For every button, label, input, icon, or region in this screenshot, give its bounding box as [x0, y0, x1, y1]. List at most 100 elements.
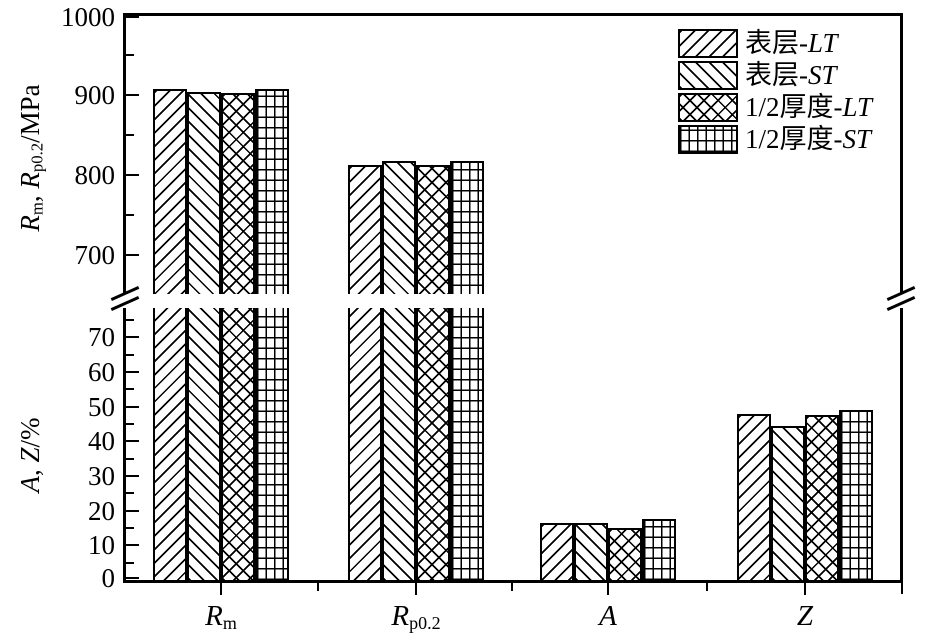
x-major-tick-Rp0.2 [415, 583, 417, 595]
category-label-text: R [205, 600, 223, 632]
y-minor-tick-mpa-750 [126, 214, 134, 216]
x-category-label-Rp0.2: Rp0.2 [316, 597, 516, 635]
bar-A-1/2厚度-LT [608, 528, 642, 582]
axis-top-line [123, 13, 903, 16]
y-minor-tick-mpa-950 [126, 54, 134, 56]
y-major-tick-mpa-1000 [126, 16, 139, 18]
label-part: /MPa [15, 84, 45, 143]
legend-swatch-diagonal-forward [678, 29, 738, 58]
bar-Rm-表层-LT [153, 89, 187, 582]
y-minor-tick-pct-55 [126, 388, 134, 391]
y-tick-label-mpa-1000: 1000 [61, 2, 115, 32]
y-major-tick-pct-60 [126, 371, 139, 374]
x-major-tick-A [607, 583, 609, 595]
legend-label-prefix: 表层- [745, 28, 808, 58]
y-major-tick-pct-20 [126, 509, 139, 512]
legend-label-prefix: 表层- [745, 60, 808, 90]
y-major-tick-pct-0 [126, 577, 139, 579]
bar-Z-表层-ST [771, 425, 805, 582]
y-tick-label-pct-30: 30 [88, 461, 115, 492]
y-major-tick-mpa-800 [126, 174, 139, 176]
y-minor-tick-pct-75 [126, 319, 134, 322]
category-label-text: A [599, 600, 617, 632]
y-major-tick-pct-50 [126, 405, 139, 408]
bar-A-表层-LT [540, 522, 574, 582]
y-tick-label-mpa-800: 800 [74, 160, 116, 190]
y-minor-tick-pct-15 [126, 527, 134, 530]
y-minor-tick-pct-35 [126, 457, 134, 460]
y-major-tick-pct-10 [126, 544, 139, 547]
y-tick-label-pct-50: 50 [88, 391, 115, 422]
y-minor-tick-pct-5 [126, 561, 134, 564]
label-part: , [15, 188, 45, 203]
x-major-tick-Z [804, 583, 806, 595]
y-major-tick-mpa-900 [126, 94, 139, 96]
plot-area: 1000 900 800 700 70 60 50 40 30 20 10 0 Rm Rp0.2 A Z [61, 2, 916, 633]
y-tick-label-pct-20: 20 [88, 495, 115, 526]
bar-Rm-表层-ST [187, 91, 221, 582]
legend-label-prefix: 1/2厚度- [745, 124, 843, 154]
legend-item-1/2厚度-LT: 1/2厚度-LT [678, 93, 872, 122]
axis-break-gap [120, 294, 906, 308]
x-minor-tick-3 [901, 583, 903, 594]
category-label-text: R [391, 600, 410, 632]
bar-A-1/2厚度-ST [642, 519, 676, 582]
category-label-sub: p0.2 [409, 612, 441, 633]
y-axis-title-mpa: Rm, Rp0.2/MPa [13, 23, 47, 293]
x-minor-tick-1 [511, 583, 513, 591]
bar-Rp0.2-表层-LT [348, 165, 382, 582]
legend-swatch-diagonal-crosshatch [678, 93, 738, 122]
legend-label-suffix: ST [842, 124, 872, 154]
y-minor-tick-mpa-850 [126, 134, 134, 136]
category-label-sub: m [222, 612, 237, 633]
legend-label: 表层-LT [745, 29, 838, 58]
legend-label: 1/2厚度-ST [745, 125, 871, 154]
legend-label: 1/2厚度-LT [745, 93, 872, 122]
y-minor-tick-pct-65 [126, 353, 134, 356]
bar-Z-1/2厚度-LT [805, 415, 839, 582]
legend-item-表层-ST: 表层-ST [678, 61, 872, 90]
x-category-label-Rm: Rm [121, 597, 321, 635]
y-tick-label-mpa-900: 900 [74, 80, 116, 110]
label-part-sub: p0.2 [27, 142, 47, 173]
y-major-tick-pct-40 [126, 440, 139, 443]
y-major-tick-mpa-700 [126, 254, 139, 256]
legend-swatch-grid [678, 125, 738, 154]
legend-label-suffix: LT [808, 28, 838, 58]
y-minor-tick-pct-25 [126, 492, 134, 495]
legend: 表层-LT 表层-ST 1/2厚度-LT 1/2厚度-ST [676, 28, 874, 155]
y-tick-label-pct-70: 70 [88, 322, 115, 353]
bar-Z-表层-LT [737, 413, 771, 582]
y-major-tick-pct-70 [126, 336, 139, 339]
bar-Rp0.2-表层-ST [382, 161, 416, 582]
bar-Rp0.2-1/2厚度-ST [450, 160, 484, 582]
label-part-italic: A [15, 476, 45, 493]
y-tick-label-mpa-700: 700 [74, 240, 116, 270]
category-label-text: Z [796, 600, 814, 632]
y-axis-title-percent: A, Z/% [13, 375, 47, 535]
y-tick-label-pct-60: 60 [88, 357, 115, 388]
legend-label: 表层-ST [745, 61, 837, 90]
legend-item-1/2厚度-ST: 1/2厚度-ST [678, 125, 872, 154]
legend-label-suffix: LT [842, 92, 873, 122]
bar-Rm-1/2厚度-LT [221, 92, 255, 582]
y-minor-tick-pct-45 [126, 423, 134, 426]
bar-A-表层-ST [574, 522, 608, 582]
label-part-italic: R [15, 215, 45, 232]
x-category-label-A: A [508, 597, 708, 635]
legend-item-表层-LT: 表层-LT [678, 29, 872, 58]
legend-swatch-diagonal-backward [678, 61, 738, 90]
legend-label-prefix: 1/2厚度- [745, 92, 843, 122]
bar-Rm-1/2厚度-ST [255, 89, 289, 582]
y-tick-label-pct-0: 0 [101, 563, 116, 593]
x-minor-tick-0 [317, 583, 319, 591]
label-part-sub: m [27, 202, 47, 216]
y-major-tick-pct-30 [126, 475, 139, 478]
axis-bottom-line [123, 580, 903, 583]
bar-Rp0.2-1/2厚度-LT [416, 165, 450, 582]
label-part-italic: Z [15, 447, 45, 463]
label-part-italic: R [15, 172, 45, 189]
label-part: , [15, 462, 45, 477]
y-tick-label-pct-10: 10 [88, 530, 115, 561]
